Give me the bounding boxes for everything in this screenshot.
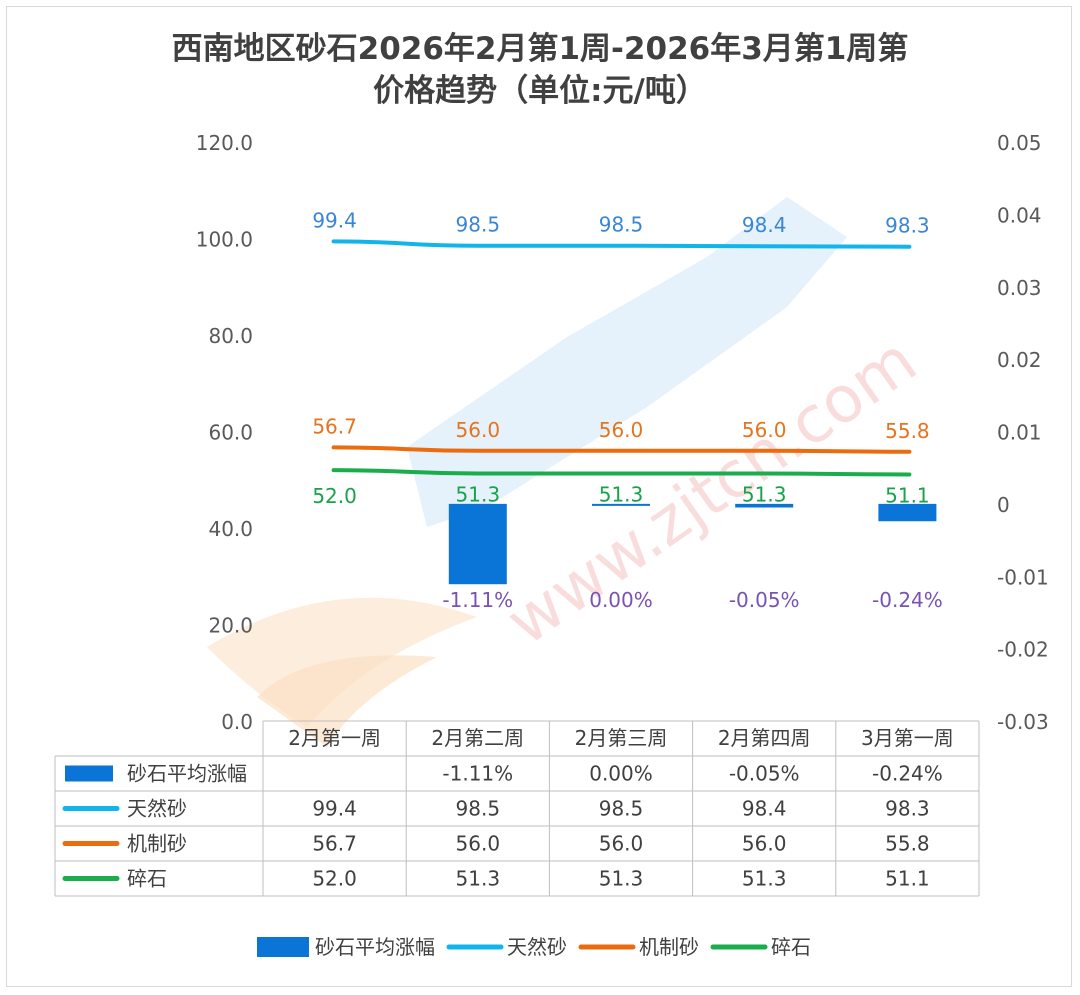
table-cell-2-2: 56.0: [599, 832, 644, 856]
category-label-4: 3月第一周: [861, 726, 954, 750]
right-axis-tick: -0.03: [997, 710, 1049, 734]
line-1: [331, 445, 912, 454]
chart-svg: www.zjtcn.com 西南地区砂石2026年2月第1周-2026年3月第1…: [54, 31, 1049, 959]
left-axis-tick: 80.0: [208, 324, 253, 348]
right-axis-tick: 0.04: [997, 203, 1042, 227]
table-cell-3-1: 51.3: [456, 867, 501, 891]
table-cell-1-3: 98.4: [742, 797, 787, 821]
table-cell-1-1: 98.5: [456, 797, 501, 821]
table-cell-3-4: 51.1: [885, 867, 930, 891]
table-cell-0-3: -0.05%: [729, 762, 800, 786]
right-axis-tick: 0.01: [997, 421, 1042, 445]
table-cell-0-4: -0.24%: [872, 762, 943, 786]
left-axis-tick: 20.0: [208, 614, 253, 638]
line-label-1-3: 56.0: [742, 418, 787, 442]
bar-label-3: -0.05%: [729, 588, 800, 612]
line-label-0-4: 98.3: [885, 214, 930, 238]
line-2: [331, 468, 912, 477]
bar-label-1: -1.11%: [442, 588, 513, 612]
line-series: [331, 239, 912, 477]
bar-1: [448, 503, 507, 585]
line-label-1-0: 56.7: [312, 414, 357, 438]
left-axis: 0.0 20.0 40.0 60.0 80.0 100.0 120.0: [196, 131, 253, 734]
left-axis-tick: 60.0: [208, 421, 253, 445]
table-row-label-3: 碎石: [127, 867, 167, 891]
category-label-0: 2月第一周: [288, 726, 381, 750]
line-label-2-0: 52.0: [312, 484, 357, 508]
category-label-1: 2月第二周: [431, 726, 524, 750]
right-axis-tick: 0.02: [997, 348, 1042, 372]
table-cell-3-3: 51.3: [742, 867, 787, 891]
bar-label-4: -0.24%: [872, 588, 943, 612]
table-cell-1-2: 98.5: [599, 797, 644, 821]
bar-label-2: 0.00%: [589, 588, 653, 612]
right-axis-tick: 0.05: [997, 131, 1042, 155]
table-cell-2-3: 56.0: [742, 832, 787, 856]
category-label-3: 2月第四周: [718, 726, 811, 750]
bar-4: [878, 503, 937, 522]
right-axis-tick: -0.02: [997, 638, 1049, 662]
right-axis: -0.03 -0.02 -0.01 0 0.01 0.02 0.03 0.04 0.05: [997, 131, 1049, 734]
chart-title-line1: 西南地区砂石2026年2月第1周-2026年3月第1周第: [172, 31, 909, 67]
legend-label-2: 机制砂: [639, 935, 699, 959]
right-axis-tick: 0: [997, 493, 1010, 517]
left-axis-tick: 100.0: [196, 228, 253, 252]
right-axis-tick: 0.03: [997, 276, 1042, 300]
line-label-0-3: 98.4: [742, 213, 787, 237]
left-axis-tick: 0.0: [221, 710, 253, 734]
legend: 砂石平均涨幅 天然砂 机制砂 碎石: [257, 935, 811, 959]
line-label-2-1: 51.3: [456, 482, 501, 506]
table-row-label-0: 砂石平均涨幅: [127, 762, 247, 786]
line-label-0-1: 98.5: [456, 213, 501, 237]
bar-series: [448, 503, 937, 585]
legend-key-0: [257, 937, 309, 957]
watermark-logo-shape: [407, 197, 847, 527]
table-cell-0-2: 0.00%: [589, 762, 653, 786]
legend-label-0: 砂石平均涨幅: [315, 935, 435, 959]
line-label-1-2: 56.0: [599, 418, 644, 442]
table-cell-3-0: 52.0: [312, 867, 357, 891]
left-axis-tick: 40.0: [208, 517, 253, 541]
watermark-swoosh-2: [257, 655, 437, 747]
line-label-0-2: 98.5: [599, 213, 644, 237]
bar-3: [735, 503, 794, 508]
table-cell-3-2: 51.3: [599, 867, 644, 891]
table-key-bar: [65, 765, 113, 782]
line-0: [331, 239, 912, 249]
table-row-label-1: 天然砂: [127, 797, 187, 821]
legend-label-3: 碎石: [771, 935, 811, 959]
line-label-0-0: 99.4: [312, 208, 357, 232]
data-labels: 99.4 98.5 98.5 98.4 98.3 56.7 56.0 56.0 56.0 55.8…: [312, 208, 942, 612]
table-row-label-2: 机制砂: [127, 832, 187, 856]
right-axis-tick: -0.01: [997, 565, 1049, 589]
table-cell-0-1: -1.11%: [442, 762, 513, 786]
legend-label-1: 天然砂: [507, 935, 567, 959]
table-cell-2-1: 56.0: [456, 832, 501, 856]
bar-2: [592, 503, 650, 506]
table-cell-2-4: 55.8: [885, 832, 930, 856]
table-cell-1-4: 98.3: [885, 797, 930, 821]
line-label-2-4: 51.1: [885, 483, 930, 507]
line-label-1-1: 56.0: [456, 418, 501, 442]
chart-frame: www.zjtcn.com 西南地区砂石2026年2月第1周-2026年3月第1…: [6, 6, 1072, 987]
left-axis-tick: 120.0: [196, 131, 253, 155]
line-label-1-4: 55.8: [885, 419, 930, 443]
category-label-2: 2月第三周: [575, 726, 668, 750]
chart-title-line2: 价格趋势（单位:元/吨）: [373, 73, 707, 109]
line-label-2-3: 51.3: [742, 482, 787, 506]
table-cell-1-0: 99.4: [312, 797, 357, 821]
table-cell-2-0: 56.7: [312, 832, 357, 856]
line-label-2-2: 51.3: [599, 482, 644, 506]
